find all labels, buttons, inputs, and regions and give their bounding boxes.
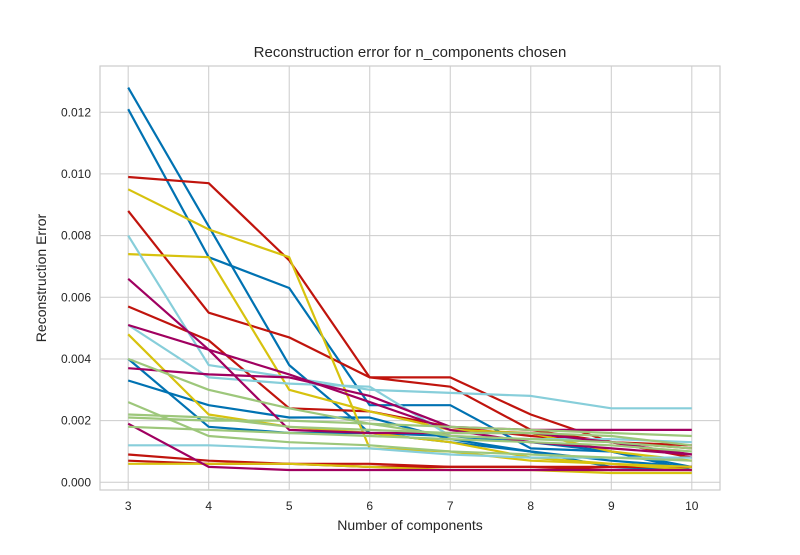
y-tick-label: 0.002 <box>61 414 91 428</box>
x-tick-label: 9 <box>608 499 615 513</box>
plot-frame <box>99 65 721 491</box>
x-tick-label: 6 <box>366 499 373 513</box>
y-tick-label: 0.004 <box>61 352 91 366</box>
chart-title: Reconstruction error for n_components ch… <box>254 44 567 61</box>
y-tick-label: 0.000 <box>61 475 91 489</box>
y-tick-label: 0.010 <box>61 167 91 181</box>
series-line <box>127 401 692 462</box>
y-tick-label: 0.012 <box>61 105 91 119</box>
x-tick-labels: 3 4 5 6 7 8 9 10 <box>125 499 699 513</box>
y-tick-label: 0.006 <box>61 290 91 304</box>
x-tick-label: 4 <box>205 499 212 513</box>
series-line <box>127 357 692 450</box>
x-tick-label: 5 <box>286 499 293 513</box>
series-line <box>128 462 692 475</box>
x-axis-label: Number of components <box>337 517 483 533</box>
y-axis-label: Reconstruction Error <box>33 213 49 342</box>
series-line <box>128 175 693 459</box>
series-line <box>127 235 692 410</box>
grid <box>100 66 720 490</box>
series-line <box>127 108 693 468</box>
y-tick-labels: 0.000 0.002 0.004 0.006 0.008 0.010 0.012 <box>61 105 91 489</box>
series-line <box>128 367 692 431</box>
x-tick-label: 8 <box>527 499 534 513</box>
x-tick-label: 3 <box>125 499 132 513</box>
plot-background <box>100 66 720 490</box>
series-line <box>128 425 692 453</box>
series-group <box>127 87 693 475</box>
x-tick-label: 10 <box>685 499 699 513</box>
x-tick-label: 7 <box>447 499 454 513</box>
series-line <box>128 413 692 447</box>
y-tick-label: 0.008 <box>61 229 91 243</box>
series-line <box>127 277 692 456</box>
series-line <box>128 416 692 438</box>
series-line <box>127 422 692 472</box>
series-line <box>127 379 692 468</box>
